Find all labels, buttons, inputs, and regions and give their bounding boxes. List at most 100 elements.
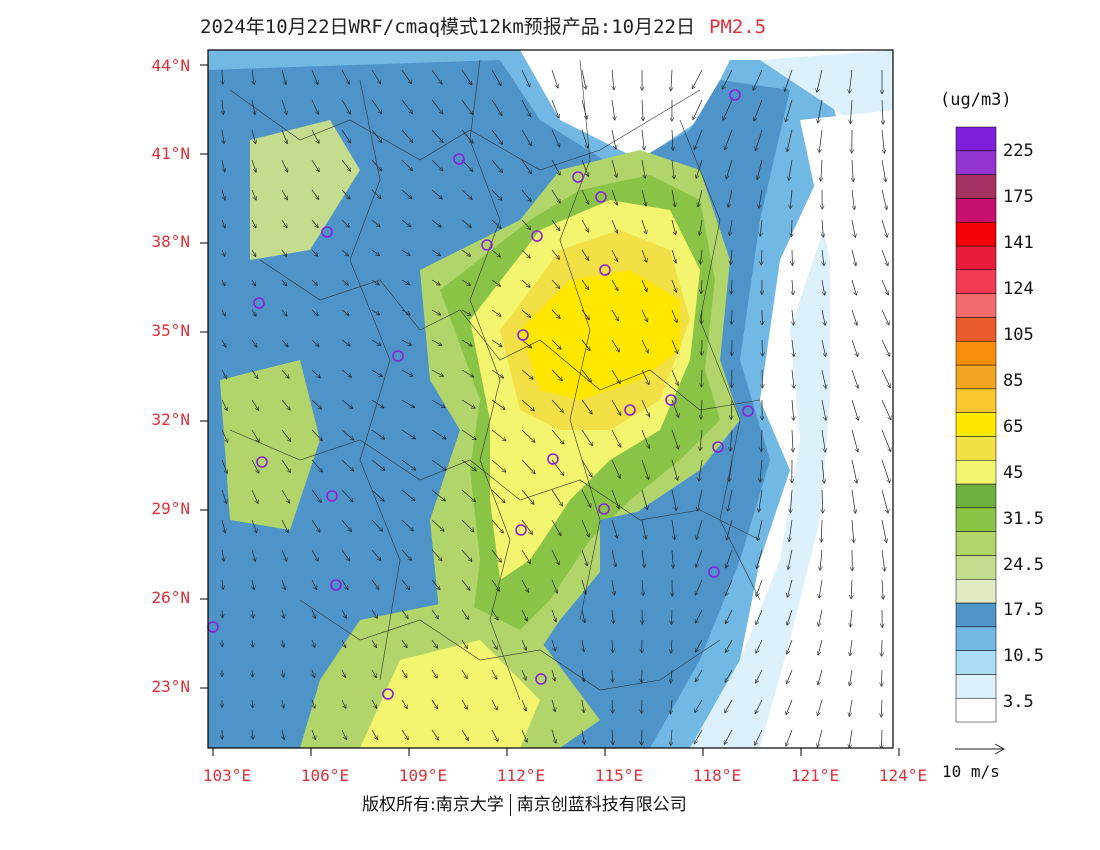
lon-label-121: 121°E: [790, 766, 840, 785]
wind-arrow: [461, 309, 471, 315]
wind-arrow: [251, 489, 258, 503]
wind-arrow: [341, 639, 346, 647]
wind-arrow: [699, 219, 703, 235]
wind-arrow: [252, 609, 253, 618]
wind-arrow: [850, 609, 852, 627]
wind-arrow: [371, 519, 382, 531]
wind-arrow: [789, 519, 793, 541]
wind-arrow: [696, 549, 703, 567]
lat-label-23: 23°N: [151, 677, 190, 696]
wind-arrow: [641, 489, 647, 509]
wind-arrow: [792, 339, 794, 356]
wind-arrow: [792, 399, 794, 420]
wind-arrow: [726, 609, 733, 624]
wind-arrow: [641, 129, 644, 150]
wind-arrow: [551, 249, 559, 259]
wind-arrow: [849, 69, 853, 93]
wind-arrow: [641, 369, 649, 384]
wind-arrow: [281, 549, 287, 561]
wind-arrow: [551, 519, 561, 535]
wind-arrow: [821, 279, 825, 295]
wind-arrow: [311, 519, 320, 532]
wind-arrow: [461, 489, 475, 502]
wind-arrow: [787, 639, 793, 654]
wind-arrow: [792, 279, 793, 295]
wind-arrow: [521, 69, 530, 87]
wind-arrow: [671, 249, 676, 263]
wind-arrow: [281, 519, 288, 532]
wind-arrow: [371, 369, 382, 376]
wind-arrow: [491, 279, 500, 286]
colorbar-swatch: [955, 697, 997, 723]
wind-arrow: [822, 249, 824, 265]
colorbar: [955, 126, 997, 723]
wind-arrow: [341, 729, 347, 739]
colorbar-swatch: [955, 674, 997, 699]
wind-arrow: [431, 369, 443, 376]
wind-vector-field: [222, 69, 891, 748]
wind-arrow: [760, 219, 762, 236]
wind-arrow: [581, 549, 587, 566]
wind-arrow: [491, 459, 506, 472]
wind-arrow: [521, 549, 530, 563]
wind-arrow: [728, 489, 733, 511]
wind-arrow: [818, 99, 823, 123]
city-marker: [599, 264, 611, 276]
wind-arrow: [401, 369, 413, 376]
wind-arrow: [521, 189, 531, 201]
credit-divider: [509, 794, 511, 816]
colorbar-swatch: [955, 126, 997, 152]
wind-arrow: [251, 459, 259, 473]
wind-arrow: [521, 159, 531, 174]
wind-arrow: [461, 579, 470, 590]
colorbar-swatch: [955, 483, 997, 509]
wind-arrow: [521, 519, 532, 534]
wind-arrow: [491, 309, 501, 316]
wind-arrow: [371, 189, 381, 199]
wind-arrow: [251, 549, 255, 561]
wind-arrow: [849, 729, 853, 748]
wind-arrow: [281, 309, 287, 316]
wind-arrow: [252, 579, 254, 589]
wind-arrow: [491, 549, 501, 562]
wind-arrow: [251, 159, 256, 172]
wind-arrow: [461, 339, 472, 346]
wind-arrow: [786, 99, 793, 122]
wind-arrow: [819, 609, 823, 626]
wind-arrow: [431, 429, 446, 439]
wind-arrow: [611, 339, 619, 352]
wind-arrow: [582, 699, 584, 712]
wind-arrow: [701, 399, 702, 419]
wind-arrow: [785, 69, 793, 91]
colorbar-swatch: [955, 221, 997, 247]
wind-arrow: [696, 609, 703, 623]
wind-arrow: [581, 219, 589, 232]
wind-arrow: [551, 699, 555, 711]
wind-arrow: [341, 309, 349, 315]
wind-arrow: [881, 399, 891, 420]
wind-arrow: [723, 99, 733, 120]
wind-arrow: [281, 69, 286, 84]
wind-arrow: [431, 279, 440, 285]
wind-arrow: [551, 219, 560, 231]
wind-arrow: [821, 369, 826, 388]
wind-arrow: [551, 669, 555, 681]
wind-arrow: [881, 669, 882, 686]
colorbar-swatch: [955, 364, 997, 390]
wind-arrow: [790, 189, 792, 208]
wind-arrow: [431, 579, 440, 590]
wind-arrow: [431, 99, 443, 114]
wind-arrow: [821, 429, 825, 452]
wind-arrow: [881, 219, 887, 237]
wind-arrow: [881, 369, 890, 388]
wind-arrow: [551, 489, 562, 506]
wind-arrow: [491, 159, 502, 172]
wind-arrow: [696, 519, 703, 539]
wind-arrow: [461, 129, 473, 143]
wind-arrow: [851, 429, 858, 452]
wind-arrow: [491, 429, 506, 441]
wind-arrow: [757, 159, 763, 179]
wind-arrow: [371, 129, 382, 142]
wind-arrow: [822, 489, 823, 513]
